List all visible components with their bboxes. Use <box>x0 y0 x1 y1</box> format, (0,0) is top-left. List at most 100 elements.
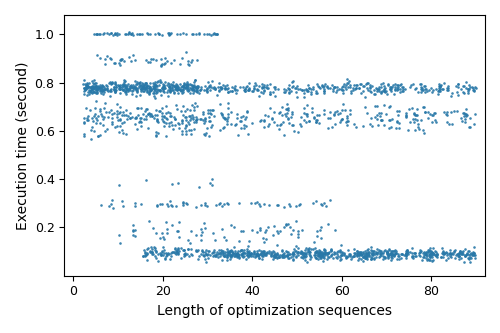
Point <box>409 116 417 122</box>
Point <box>221 250 229 255</box>
Point <box>132 86 140 92</box>
Point <box>427 253 435 258</box>
Point <box>455 253 463 258</box>
Point <box>253 252 261 257</box>
Point <box>160 119 168 124</box>
Point <box>162 255 170 260</box>
Point <box>394 119 402 125</box>
Point <box>120 83 128 88</box>
Point <box>304 245 312 251</box>
Point <box>146 31 154 37</box>
Point <box>334 108 342 113</box>
Point <box>416 127 424 132</box>
Point <box>300 253 308 258</box>
Point <box>372 246 380 252</box>
Point <box>123 117 131 122</box>
Point <box>254 256 262 261</box>
Point <box>426 251 434 257</box>
Point <box>231 122 239 128</box>
Point <box>260 249 268 255</box>
Point <box>164 81 172 86</box>
Point <box>163 230 171 235</box>
Point <box>164 252 172 257</box>
Point <box>426 247 434 253</box>
Point <box>390 252 398 257</box>
Point <box>186 115 194 120</box>
Point <box>238 247 246 253</box>
Point <box>204 85 212 90</box>
Point <box>86 85 94 90</box>
Point <box>400 87 408 92</box>
Point <box>154 259 162 264</box>
Point <box>221 85 229 90</box>
Point <box>239 229 247 234</box>
Point <box>108 81 116 86</box>
Point <box>203 86 211 91</box>
Point <box>146 249 154 254</box>
Point <box>210 252 218 257</box>
Point <box>162 115 170 121</box>
Point <box>119 87 127 93</box>
Point <box>84 118 92 123</box>
Point <box>223 250 231 255</box>
Point <box>459 249 467 254</box>
Point <box>318 252 326 257</box>
Point <box>156 201 164 206</box>
Point <box>386 252 394 257</box>
Point <box>141 87 149 92</box>
Point <box>178 129 186 134</box>
Point <box>176 87 184 92</box>
Point <box>290 250 298 255</box>
Point <box>165 83 173 88</box>
Point <box>336 119 344 124</box>
Point <box>194 31 202 36</box>
Point <box>418 86 426 91</box>
Point <box>425 249 433 254</box>
Point <box>124 114 132 119</box>
Point <box>395 109 403 114</box>
Point <box>198 248 206 253</box>
Point <box>366 88 374 94</box>
Point <box>168 88 176 93</box>
Point <box>222 247 230 252</box>
Point <box>259 250 267 256</box>
Point <box>153 202 161 207</box>
Point <box>296 250 304 256</box>
Point <box>388 84 396 90</box>
Point <box>370 255 378 260</box>
Point <box>386 254 394 260</box>
Point <box>182 82 190 88</box>
Point <box>158 249 166 254</box>
Point <box>184 246 192 252</box>
Point <box>168 251 175 256</box>
Point <box>439 252 447 257</box>
Point <box>121 79 129 84</box>
Point <box>384 252 392 258</box>
Point <box>313 113 321 118</box>
Point <box>454 251 462 256</box>
Point <box>134 87 141 92</box>
Point <box>92 31 100 37</box>
Point <box>231 87 239 92</box>
Point <box>360 252 368 257</box>
Point <box>289 251 297 257</box>
Point <box>130 78 138 83</box>
Point <box>223 116 231 122</box>
Point <box>322 250 330 256</box>
Point <box>161 60 169 66</box>
Point <box>98 87 106 93</box>
Point <box>446 250 454 255</box>
Point <box>293 95 301 100</box>
Point <box>301 251 309 256</box>
Point <box>392 87 400 93</box>
Point <box>298 250 306 255</box>
Point <box>208 79 216 84</box>
Point <box>302 253 310 259</box>
Point <box>232 252 240 257</box>
Point <box>470 121 478 127</box>
Point <box>406 249 414 254</box>
Point <box>315 251 323 257</box>
Point <box>138 87 145 92</box>
Point <box>427 85 435 91</box>
Point <box>392 86 400 91</box>
